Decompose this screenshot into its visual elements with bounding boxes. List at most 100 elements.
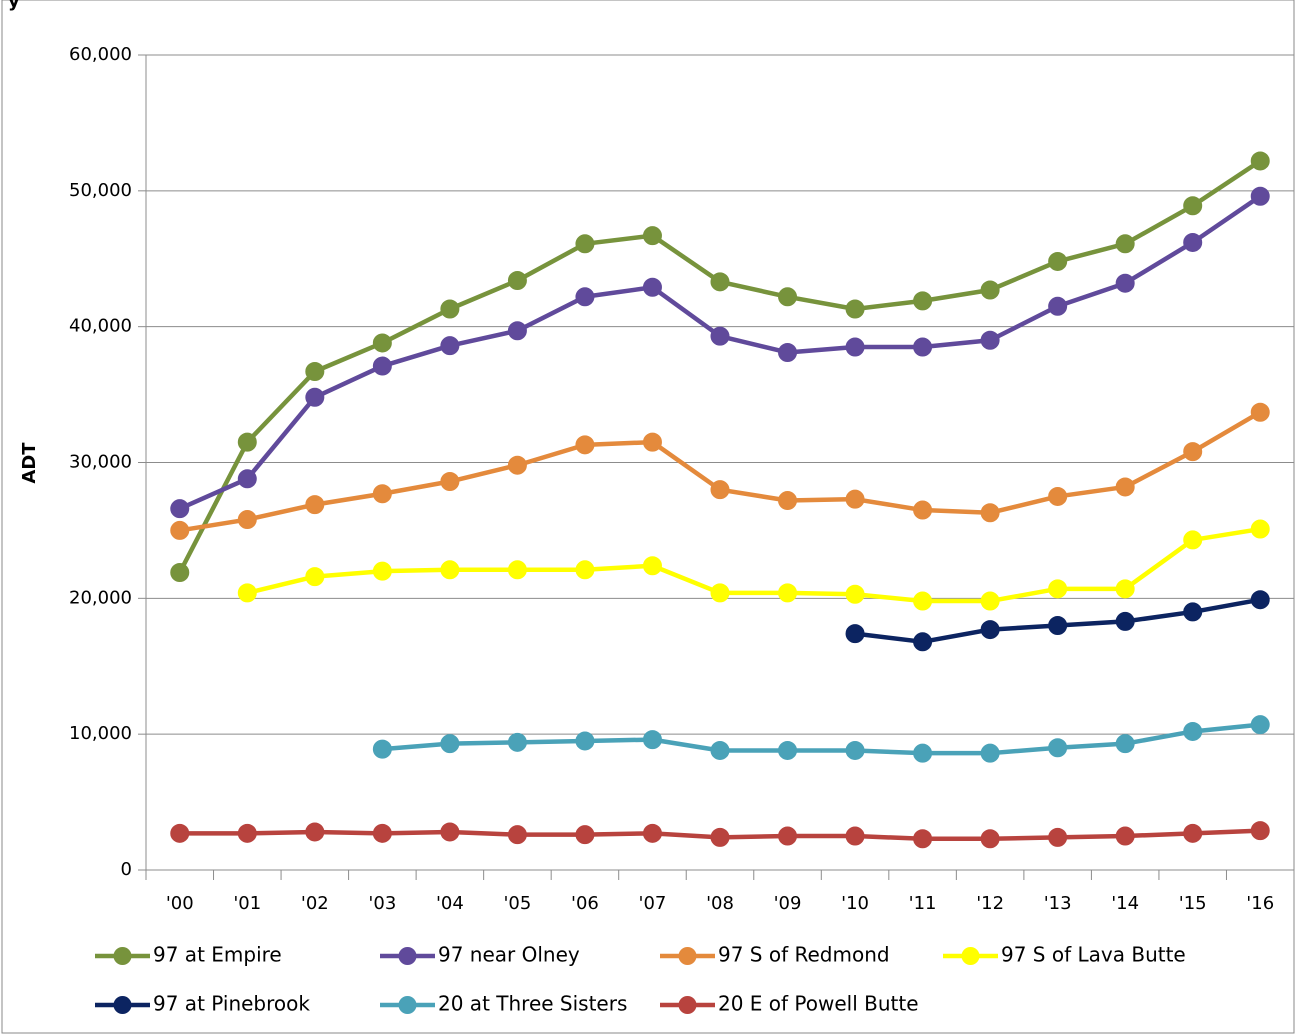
series-2	[170, 402, 1270, 540]
data-point	[778, 826, 798, 846]
legend-item: 97 at Pinebrook	[95, 992, 310, 1016]
legend-label: 97 S of Lava Butte	[1001, 943, 1186, 967]
x-tick-label: '15	[1179, 893, 1207, 914]
data-point	[372, 484, 392, 504]
data-point	[1115, 273, 1135, 293]
data-point	[1250, 590, 1270, 610]
data-point	[305, 361, 325, 381]
data-point	[1250, 715, 1270, 735]
x-tick-label: '16	[1246, 893, 1274, 914]
data-point	[170, 520, 190, 540]
data-point	[507, 455, 527, 475]
data-point	[710, 272, 730, 292]
legend-label: 97 S of Redmond	[718, 943, 890, 967]
legend-swatch-marker	[113, 947, 132, 965]
x-tick-label: '05	[503, 893, 531, 914]
data-point	[372, 823, 392, 843]
chart-title-fragment: y	[8, 0, 20, 12]
series-line	[382, 722, 1261, 756]
data-point	[440, 822, 460, 842]
legend-item: 97 S of Redmond	[660, 943, 890, 967]
data-point	[778, 583, 798, 603]
legend-item: 97 at Empire	[95, 943, 282, 967]
data-point	[845, 826, 865, 846]
data-point	[372, 333, 392, 353]
data-point	[237, 823, 257, 843]
data-point	[1115, 734, 1135, 754]
data-point	[237, 510, 257, 530]
data-point	[845, 624, 865, 644]
data-point	[440, 299, 460, 319]
data-point	[507, 321, 527, 341]
data-point	[778, 740, 798, 760]
x-tick-label: '03	[368, 893, 396, 914]
legend-item: 97 S of Lava Butte	[943, 943, 1186, 967]
data-point	[642, 556, 662, 576]
data-point	[1183, 232, 1203, 252]
data-point	[440, 734, 460, 754]
data-point	[237, 432, 257, 452]
x-tick-label: '08	[706, 893, 734, 914]
data-point	[980, 743, 1000, 763]
data-point	[980, 591, 1000, 611]
data-point	[1250, 821, 1270, 841]
data-point	[913, 337, 933, 357]
axes: 0 10,000 20,000 30,000 40,000 50,000 60,000 '00…	[69, 44, 1295, 914]
data-point	[440, 560, 460, 580]
legend-swatch-marker	[113, 996, 132, 1014]
legend-swatch-marker	[398, 996, 417, 1014]
legend-label: 20 at Three Sisters	[438, 992, 627, 1016]
data-point	[1250, 519, 1270, 539]
data-point	[440, 336, 460, 356]
legend-item: 97 near Olney	[380, 943, 580, 967]
data-point	[237, 469, 257, 489]
data-point	[1115, 611, 1135, 631]
data-point	[1250, 402, 1270, 422]
data-point	[1048, 296, 1068, 316]
y-tick-label: 50,000	[69, 180, 132, 201]
data-point	[642, 277, 662, 297]
data-point	[980, 280, 1000, 300]
data-point	[845, 489, 865, 509]
x-tick-label: '04	[436, 893, 464, 914]
data-point	[980, 829, 1000, 849]
data-point	[1048, 579, 1068, 599]
data-point	[372, 739, 392, 759]
data-point	[1250, 151, 1270, 171]
x-tick-label: '09	[774, 893, 802, 914]
data-point	[575, 731, 595, 751]
series-5	[372, 715, 1270, 763]
legend-label: 97 near Olney	[438, 943, 580, 967]
legend-item: 20 E of Powell Butte	[660, 992, 919, 1016]
y-axis-title: ADT	[19, 442, 40, 484]
data-point	[1048, 616, 1068, 635]
data-point	[305, 387, 325, 407]
data-point	[1183, 196, 1203, 216]
data-point	[305, 495, 325, 515]
data-point	[642, 226, 662, 246]
data-point	[778, 287, 798, 307]
data-point	[913, 632, 933, 652]
y-tick-label: 60,000	[69, 44, 132, 65]
data-point	[305, 567, 325, 587]
data-point	[642, 730, 662, 750]
legend-swatch-marker	[398, 947, 417, 965]
legend-swatch-marker	[678, 947, 697, 965]
y-tick-label: 30,000	[69, 452, 132, 473]
gridlines	[146, 54, 1294, 735]
data-point	[575, 560, 595, 580]
legend-swatch-marker	[678, 996, 697, 1014]
data-point	[845, 299, 865, 319]
legend: 97 at Empire 97 near Olney 97 S of Redmond…	[95, 943, 1186, 1016]
data-point	[710, 583, 730, 603]
x-tick-label: '00	[166, 893, 194, 914]
data-point	[845, 584, 865, 604]
data-point	[1115, 826, 1135, 846]
data-point	[980, 330, 1000, 350]
legend-label: 97 at Empire	[153, 943, 282, 967]
x-tick-label: '07	[639, 893, 667, 914]
x-tick-label: '10	[841, 893, 869, 914]
x-tick-label: '12	[976, 893, 1004, 914]
series-3	[237, 519, 1270, 611]
